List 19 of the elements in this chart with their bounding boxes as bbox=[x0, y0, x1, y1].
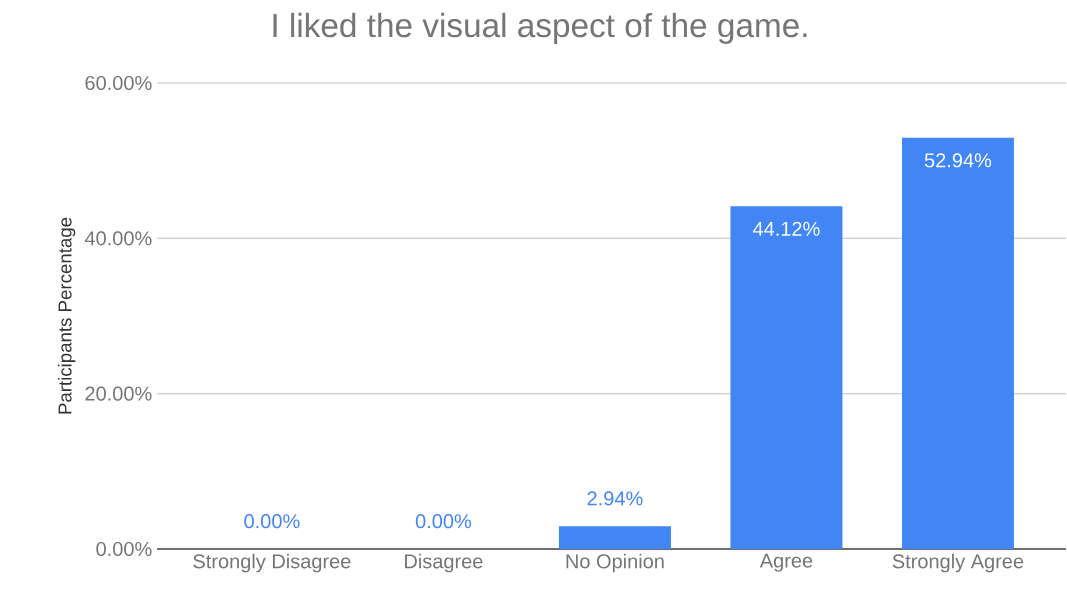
data-label: 2.94% bbox=[587, 491, 643, 506]
bar bbox=[558, 526, 671, 549]
data-label: 0.00% bbox=[244, 514, 300, 529]
x-tick-label: Agree bbox=[759, 553, 813, 572]
data-label: 44.12% bbox=[752, 221, 820, 236]
y-tick-label: 0.00% bbox=[96, 541, 152, 557]
y-tick-label: 20.00% bbox=[85, 386, 152, 401]
x-tick-label: No Opinion bbox=[566, 553, 664, 573]
x-tick-label: Strongly Disagree bbox=[193, 553, 351, 573]
bar bbox=[901, 137, 1014, 549]
y-axis-title: Participants Percentage bbox=[57, 217, 76, 414]
x-tick-label: Strongly Agree bbox=[892, 553, 1024, 573]
data-label: 0.00% bbox=[415, 514, 472, 529]
x-tick-label: Disagree bbox=[405, 553, 483, 573]
y-tick-label: 40.00% bbox=[84, 231, 152, 246]
y-tick-label: 60.00% bbox=[85, 75, 152, 91]
bar bbox=[730, 206, 843, 549]
data-label: 52.94% bbox=[924, 153, 992, 168]
chart-title: I liked the visual aspect of the game. bbox=[273, 12, 807, 44]
